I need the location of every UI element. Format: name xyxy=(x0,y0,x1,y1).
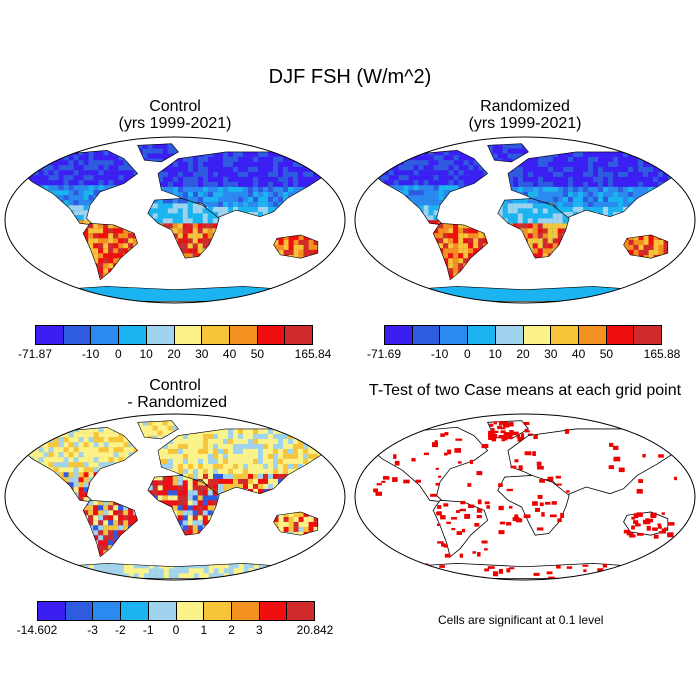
colorbar-swatch xyxy=(93,602,122,620)
colorbar-tick-label: -2 xyxy=(115,623,126,637)
panel-title-randomized: Randomized (yrs 1999-2021) xyxy=(468,98,582,132)
colorbar-swatch xyxy=(91,326,120,344)
colorbar-tick-label: 0 xyxy=(464,347,471,361)
colorbar-tick-label: 20 xyxy=(167,347,181,361)
colorbar-swatch xyxy=(146,326,175,344)
colorbar-swatch xyxy=(121,602,149,620)
colorbar-difference xyxy=(37,601,315,621)
colorbar-swatch xyxy=(119,326,147,344)
map-panel-1 xyxy=(354,136,696,304)
colorbar-tick-label: 165.84 xyxy=(294,347,332,361)
colorbar-tick-label: 40 xyxy=(222,347,237,361)
colorbar-tick-label: 20.842 xyxy=(296,623,334,637)
colorbar-tick-label: 50 xyxy=(250,347,265,361)
colorbar-swatch xyxy=(287,602,315,620)
colorbar-swatch xyxy=(204,602,232,620)
colorbar-swatch xyxy=(523,326,552,344)
colorbar-tick-label: 10 xyxy=(139,347,153,361)
map-panel-2 xyxy=(4,413,346,581)
colorbar-tick-label: -71.87 xyxy=(17,347,53,361)
colorbar-swatch xyxy=(551,326,579,344)
colorbar-swatch xyxy=(412,326,441,344)
colorbar-swatch xyxy=(229,326,258,344)
colorbar-tick-label: -10 xyxy=(430,347,449,361)
colorbar-tick-label: -10 xyxy=(81,347,100,361)
colorbar-swatch xyxy=(231,602,260,620)
map-panel-0 xyxy=(4,136,346,304)
colorbar-randomized xyxy=(384,325,662,345)
colorbar-swatch xyxy=(202,326,230,344)
colorbar-swatch xyxy=(176,602,205,620)
colorbar-swatch xyxy=(468,326,496,344)
colorbar-tick-label: 1 xyxy=(200,623,208,637)
colorbar-swatch xyxy=(148,602,177,620)
colorbar-swatch xyxy=(36,326,64,344)
colorbar-swatch xyxy=(259,602,288,620)
colorbar-control xyxy=(35,325,313,345)
colorbar-swatch xyxy=(63,326,92,344)
colorbar-tick-label: 30 xyxy=(544,347,558,361)
colorbar-swatch xyxy=(65,602,94,620)
colorbar-tick-label: 2 xyxy=(228,623,235,637)
colorbar-tick-label: 40 xyxy=(571,347,586,361)
colorbar-swatch xyxy=(440,326,469,344)
colorbar-swatch xyxy=(606,326,635,344)
significance-note: Cells are significant at 0.1 level xyxy=(438,613,604,627)
panel-title-ttest: T-Test of two Case means at each grid po… xyxy=(368,382,682,399)
colorbar-tick-label: 165.88 xyxy=(643,347,681,361)
colorbar-tick-label: -1 xyxy=(142,623,154,637)
colorbar-tick-label: 3 xyxy=(256,623,263,637)
colorbar-swatch xyxy=(495,326,524,344)
colorbar-swatch xyxy=(174,326,203,344)
colorbar-tick-label: -71.69 xyxy=(366,347,402,361)
colorbar-tick-label: 50 xyxy=(599,347,614,361)
colorbar-tick-label: -3 xyxy=(87,623,98,637)
colorbar-swatch xyxy=(578,326,607,344)
colorbar-tick-label: 0 xyxy=(172,623,180,637)
colorbar-tick-label: 30 xyxy=(195,347,209,361)
colorbar-swatch xyxy=(385,326,413,344)
colorbar-tick-label: -14.602 xyxy=(16,623,58,637)
colorbar-swatch xyxy=(257,326,286,344)
figure-title: DJF FSH (W/m^2) xyxy=(268,66,432,88)
panel-title-control: Control (yrs 1999-2021) xyxy=(118,98,232,132)
colorbar-tick-label: 0 xyxy=(115,347,122,361)
colorbar-swatch xyxy=(634,326,662,344)
colorbar-swatch xyxy=(38,602,66,620)
colorbar-swatch xyxy=(285,326,313,344)
map-panel-3 xyxy=(354,413,696,581)
continent-outline xyxy=(432,499,489,558)
colorbar-tick-label: 10 xyxy=(488,347,502,361)
colorbar-tick-label: 20 xyxy=(516,347,530,361)
panel-title-difference: Control - Randomized xyxy=(127,377,228,411)
continent-outline xyxy=(368,426,489,503)
